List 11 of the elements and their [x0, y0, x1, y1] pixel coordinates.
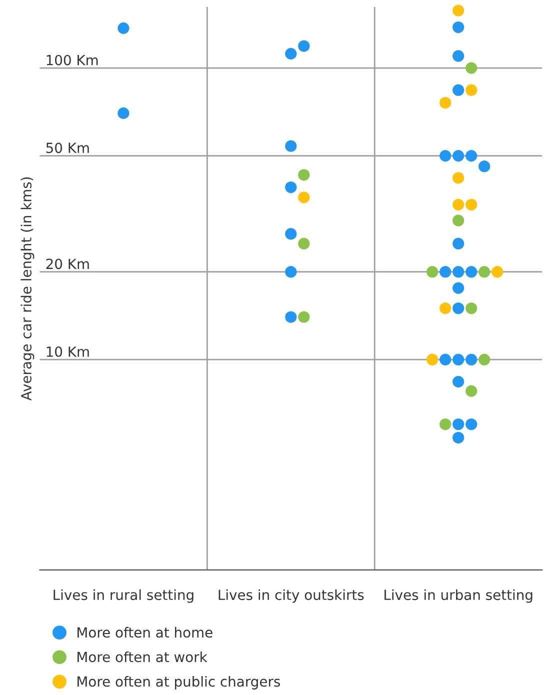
- y-axis-title: Average car ride lenght (in kms): [20, 177, 34, 401]
- x-tick-label: Lives in urban setting: [384, 589, 532, 603]
- y-tick-label: 20 Km: [46, 258, 89, 270]
- y-tick-label: 10 Km: [46, 346, 89, 357]
- y-tick-label: 50 Km: [46, 142, 89, 154]
- y-tick-label: 100 Km: [46, 54, 98, 66]
- x-tick-label: Lives in rural setting: [54, 589, 194, 603]
- legend-label: More often at home: [78, 626, 212, 638]
- legend-label: More often at work: [78, 651, 208, 662]
- legend-label: More often at public chargers: [78, 676, 280, 690]
- x-tick-label: Lives in city outskirts: [218, 589, 364, 603]
